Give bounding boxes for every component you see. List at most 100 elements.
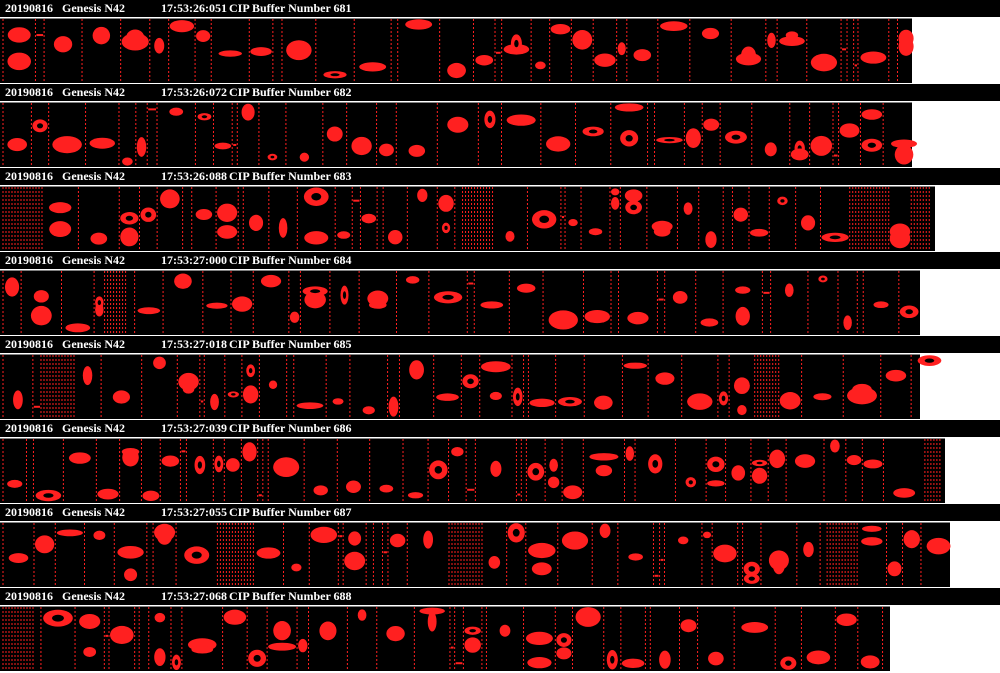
particle [423, 530, 434, 549]
particle-hole [924, 358, 935, 363]
particle [749, 228, 769, 237]
particle [148, 108, 157, 111]
particle [813, 393, 832, 401]
particle [178, 372, 199, 391]
particle [419, 607, 445, 615]
particle [625, 446, 635, 461]
particle-hole [515, 393, 520, 401]
particle [68, 452, 91, 464]
particle [842, 48, 847, 51]
particle [683, 202, 693, 215]
particle [768, 550, 789, 571]
particle [181, 450, 186, 453]
particle [97, 488, 119, 500]
buffer-number: CIP Buffer Number 688 [229, 589, 352, 603]
particle [903, 530, 920, 549]
particle [806, 650, 831, 665]
particle [210, 393, 219, 411]
particle-hole [756, 461, 763, 465]
particle [887, 561, 902, 577]
particle [214, 142, 232, 150]
particle [256, 547, 281, 559]
particle [764, 142, 777, 157]
particle [206, 302, 228, 309]
particle [154, 37, 165, 54]
particle [105, 634, 108, 637]
particle-hole [829, 235, 841, 240]
time: 17:53:26:088 [161, 169, 227, 183]
particle [561, 531, 589, 550]
buffer-panel: 20190816 Genesis N42 17:53:27:018 CIP Buffe… [0, 336, 1000, 419]
particle [8, 553, 29, 563]
particle [268, 642, 297, 651]
particle-hole [201, 115, 208, 119]
particle [588, 228, 603, 236]
particle [584, 310, 611, 324]
probe: Genesis N42 [62, 589, 125, 603]
particle [121, 33, 149, 51]
particle-hole [610, 655, 615, 664]
particle-hole [52, 614, 64, 622]
particle [610, 197, 620, 210]
particle [677, 536, 689, 545]
particle [547, 476, 560, 489]
particle [687, 393, 713, 410]
particle [273, 620, 291, 641]
particle [839, 123, 860, 138]
particle [589, 453, 619, 461]
particle [117, 545, 144, 559]
particle [217, 203, 238, 222]
particle [660, 21, 688, 32]
particle-hole [688, 480, 693, 485]
particle [289, 311, 300, 323]
particle [624, 189, 643, 202]
particle-hole [342, 291, 347, 299]
buffer-panel: 20190816 Genesis N42 17:53:27:000 CIP Buffe… [0, 252, 1000, 335]
particle [891, 139, 918, 148]
header-band [0, 252, 1000, 269]
particle [346, 480, 361, 493]
particle [735, 286, 751, 294]
particle [313, 485, 328, 496]
particle [169, 107, 184, 116]
particle [779, 36, 805, 46]
buffer-number: CIP Buffer Number 682 [229, 85, 352, 99]
particle [250, 47, 272, 56]
particle [651, 220, 673, 233]
particle [408, 144, 426, 157]
particle [83, 646, 97, 658]
particle [120, 227, 139, 247]
particle-hole [867, 142, 876, 148]
particle [843, 315, 852, 330]
particle-hole [748, 576, 755, 581]
image-strip [0, 270, 920, 335]
particle-hole [512, 528, 520, 537]
particle [298, 638, 308, 653]
particle [550, 24, 571, 35]
particle-hole [748, 566, 756, 572]
particle-hole [43, 493, 54, 498]
particle [490, 460, 502, 477]
particle [572, 29, 593, 50]
time: 17:53:26:072 [161, 85, 227, 99]
particle [680, 619, 697, 633]
particle [894, 144, 914, 165]
particle [33, 290, 49, 303]
particle [218, 50, 242, 57]
particle [480, 361, 511, 373]
particle [702, 531, 712, 539]
particle [861, 109, 883, 120]
particle [488, 556, 501, 569]
particle [464, 637, 481, 653]
particle [232, 296, 253, 312]
particle [344, 551, 366, 571]
time: 17:53:27:018 [161, 337, 227, 351]
particle [658, 298, 664, 301]
date: 20190816 [5, 337, 53, 351]
particle [249, 214, 264, 232]
particle [286, 40, 312, 61]
particle [621, 658, 645, 668]
particle [137, 307, 161, 315]
particle [379, 484, 394, 493]
time: 17:53:27:039 [161, 421, 227, 435]
